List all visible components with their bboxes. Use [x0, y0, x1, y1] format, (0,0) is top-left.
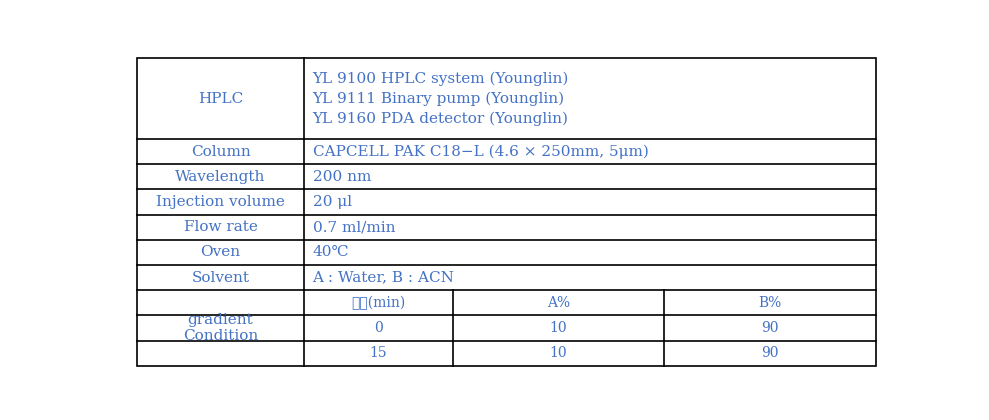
Text: 90: 90 — [762, 321, 779, 335]
Text: Oven: Oven — [201, 245, 240, 260]
Text: 20 μl: 20 μl — [313, 195, 352, 209]
Text: 0.7 ml/min: 0.7 ml/min — [313, 220, 395, 234]
Text: A : Water, B : ACN: A : Water, B : ACN — [313, 270, 454, 285]
Text: 10: 10 — [550, 321, 568, 335]
Text: Wavelength: Wavelength — [175, 170, 266, 184]
Text: B%: B% — [759, 296, 782, 310]
Text: 15: 15 — [369, 346, 387, 360]
Text: YL 9111 Binary pump (Younglin): YL 9111 Binary pump (Younglin) — [313, 92, 565, 106]
Text: Column: Column — [191, 144, 250, 159]
Text: 200 nm: 200 nm — [313, 170, 371, 184]
Text: YL 9160 PDA detector (Younglin): YL 9160 PDA detector (Younglin) — [313, 112, 569, 126]
Text: Solvent: Solvent — [192, 270, 249, 285]
Text: 90: 90 — [762, 346, 779, 360]
Text: Flow rate: Flow rate — [184, 220, 257, 234]
Text: HPLC: HPLC — [198, 92, 243, 106]
Text: gradient
Condition: gradient Condition — [183, 313, 258, 343]
Text: YL 9100 HPLC system (Younglin): YL 9100 HPLC system (Younglin) — [313, 71, 569, 86]
Text: 시간(min): 시간(min) — [351, 296, 405, 310]
Text: A%: A% — [547, 296, 570, 310]
Text: 10: 10 — [550, 346, 568, 360]
Text: 0: 0 — [374, 321, 383, 335]
Text: 40℃: 40℃ — [313, 245, 349, 260]
Text: Injection volume: Injection volume — [156, 195, 285, 209]
Text: CAPCELL PAK C18−L (4.6 × 250mm, 5μm): CAPCELL PAK C18−L (4.6 × 250mm, 5μm) — [313, 144, 649, 159]
